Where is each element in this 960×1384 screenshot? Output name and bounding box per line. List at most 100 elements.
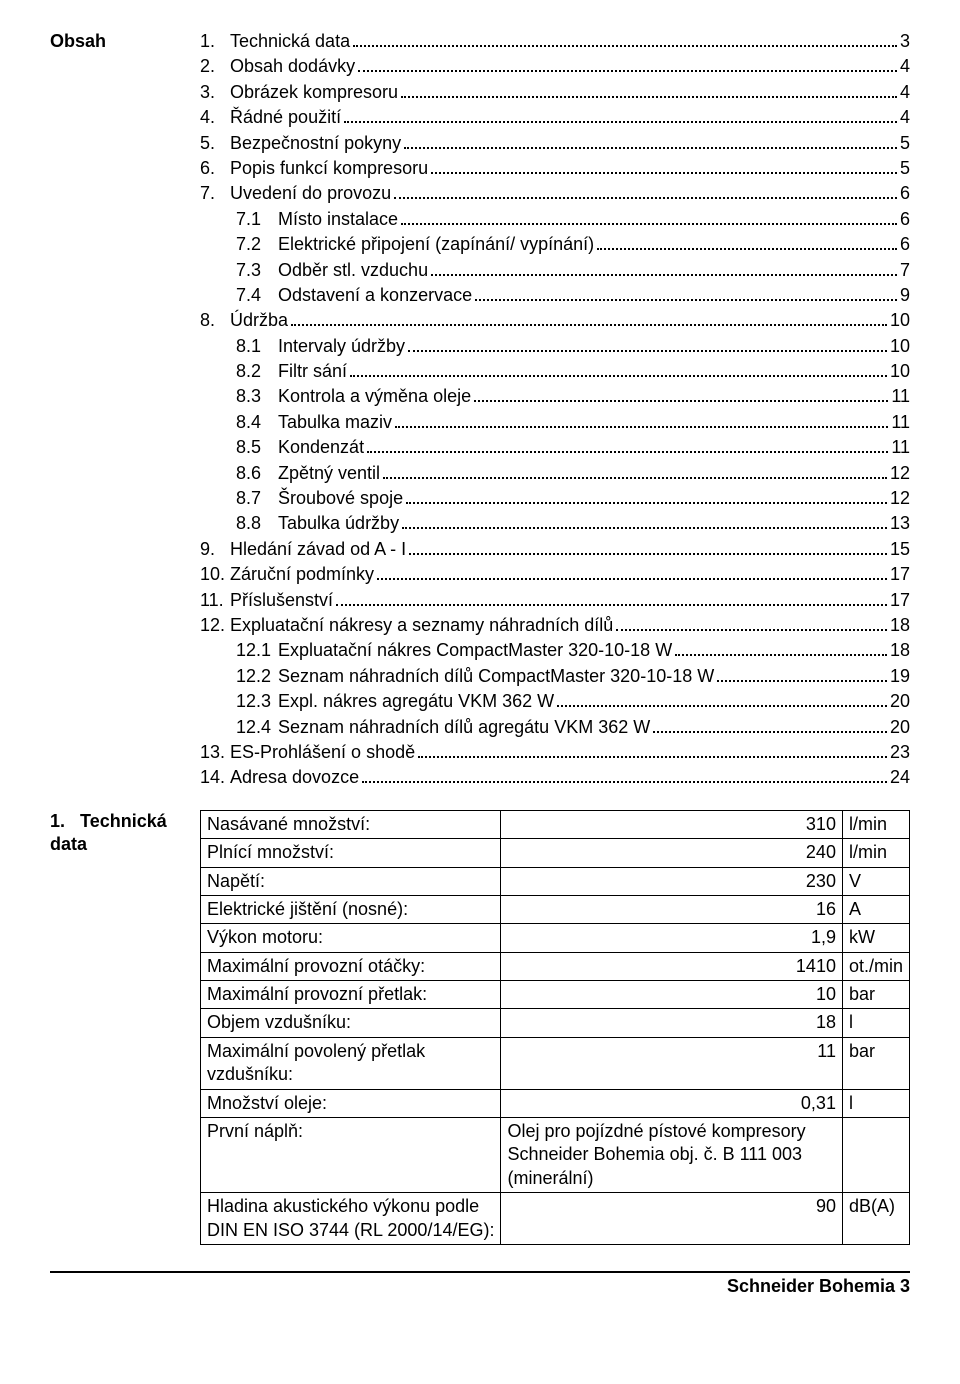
- toc-leader-dots: [406, 502, 887, 504]
- toc-entry: 14.Adresa dovozce 24: [200, 766, 910, 789]
- spec-value: 230: [501, 867, 843, 895]
- spec-value: 0,31: [501, 1089, 843, 1117]
- toc-leader-dots: [474, 400, 888, 402]
- toc-entry-title: Technická data: [230, 31, 350, 51]
- toc-entry-title: Zpětný ventil: [278, 463, 380, 483]
- toc-entry-title: Údržba: [230, 310, 288, 330]
- toc-entry-label: 3.Obrázek kompresoru: [200, 81, 398, 104]
- spec-value: 16: [501, 895, 843, 923]
- toc-entry-number: 7.3: [236, 259, 278, 282]
- toc-entry: 7.1Místo instalace 6: [200, 208, 910, 231]
- toc-entry-page: 7: [900, 259, 910, 282]
- toc-entry-page: 5: [900, 157, 910, 180]
- toc-entry-number: 3.: [200, 81, 230, 104]
- toc-entry-title: Hledání závad od A - I: [230, 539, 406, 559]
- spec-unit: [842, 1118, 909, 1193]
- table-row: Množství oleje:0,31l: [201, 1089, 910, 1117]
- toc-entry-number: 13.: [200, 741, 230, 764]
- toc-entry-number: 8.4: [236, 411, 278, 434]
- toc-entry-title: Tabulka maziv: [278, 412, 392, 432]
- toc-entry: 12.3Expl. nákres agregátu VKM 362 W 20: [200, 690, 910, 713]
- section1-num: 1.: [50, 811, 65, 831]
- toc-entry-number: 11.: [200, 589, 230, 612]
- spec-label: Elektrické jištění (nosné):: [201, 895, 501, 923]
- section1-heading: 1. Technická data: [50, 810, 200, 1245]
- toc-entry-page: 5: [900, 132, 910, 155]
- table-row: Napětí:230V: [201, 867, 910, 895]
- toc-entry-label: 8.8Tabulka údržby: [236, 512, 399, 535]
- toc-entry-number: 6.: [200, 157, 230, 180]
- toc-entry: 7.Uvedení do provozu 6: [200, 182, 910, 205]
- toc-leader-dots: [717, 680, 887, 682]
- toc-leader-dots: [675, 654, 887, 656]
- spec-unit: l/min: [842, 810, 909, 838]
- toc-entry: 7.2Elektrické připojení (zapínání/ vypín…: [200, 233, 910, 256]
- spec-label: Maximální provozní přetlak:: [201, 981, 501, 1009]
- toc-entry-page: 6: [900, 208, 910, 231]
- toc-entry: 5.Bezpečnostní pokyny 5: [200, 132, 910, 155]
- spec-label: Výkon motoru:: [201, 924, 501, 952]
- toc-entry: 12.4Seznam náhradních dílů agregátu VKM …: [200, 716, 910, 739]
- spec-unit: A: [842, 895, 909, 923]
- toc-entry-page: 9: [900, 284, 910, 307]
- toc-entry-page: 4: [900, 106, 910, 129]
- toc-entry: 7.3Odběr stl. vzduchu 7: [200, 259, 910, 282]
- table-row: První náplň:Olej pro pojízdné pístové ko…: [201, 1118, 910, 1193]
- toc-entry-number: 12.1: [236, 639, 278, 662]
- toc-entry-number: 7.2: [236, 233, 278, 256]
- toc-entry-label: 4.Řádné použití: [200, 106, 341, 129]
- toc-entry-page: 12: [890, 487, 910, 510]
- toc-entry-title: Expl. nákres agregátu VKM 362 W: [278, 691, 554, 711]
- toc-leader-dots: [350, 375, 887, 377]
- toc-entry-title: Expluatační nákresy a seznamy náhradních…: [230, 615, 613, 635]
- toc-leader-dots: [557, 705, 887, 707]
- toc-leader-dots: [358, 70, 897, 72]
- spec-unit: l: [842, 1089, 909, 1117]
- table-row: Nasávané množství:310l/min: [201, 810, 910, 838]
- toc-entry-number: 2.: [200, 55, 230, 78]
- toc-entry-page: 10: [890, 309, 910, 332]
- toc-entry-page: 12: [890, 462, 910, 485]
- toc-entry-label: 10.Záruční podmínky: [200, 563, 374, 586]
- spec-value: 11: [501, 1037, 843, 1089]
- toc-entry-label: 13.ES-Prohlášení o shodě: [200, 741, 415, 764]
- toc-entry-number: 7.1: [236, 208, 278, 231]
- toc-entry-title: Seznam náhradních dílů CompactMaster 320…: [278, 666, 714, 686]
- toc-entry-page: 10: [890, 335, 910, 358]
- toc-entry-title: Popis funkcí kompresoru: [230, 158, 428, 178]
- toc-entry-title: Filtr sání: [278, 361, 347, 381]
- spec-unit: dB(A): [842, 1193, 909, 1245]
- toc-leader-dots: [377, 578, 887, 580]
- spec-unit: ot./min: [842, 952, 909, 980]
- toc-entry-page: 18: [890, 614, 910, 637]
- toc-entry: 9.Hledání závad od A - I 15: [200, 538, 910, 561]
- page-footer: Schneider Bohemia 3: [50, 1271, 910, 1298]
- toc-entry-page: 11: [891, 411, 910, 434]
- spec-value: 1,9: [501, 924, 843, 952]
- toc-entry-page: 3: [900, 30, 910, 53]
- spec-value: 310: [501, 810, 843, 838]
- toc-leader-dots: [362, 781, 887, 783]
- toc-entry-title: Místo instalace: [278, 209, 398, 229]
- toc-entry-number: 8.3: [236, 385, 278, 408]
- toc-entry: 8.4Tabulka maziv 11: [200, 411, 910, 434]
- toc-entry-label: 8.3Kontrola a výměna oleje: [236, 385, 471, 408]
- table-row: Maximální provozní otáčky:1410ot./min: [201, 952, 910, 980]
- toc-entry-page: 17: [890, 563, 910, 586]
- toc-entry-page: 11: [891, 436, 910, 459]
- toc-leader-dots: [404, 147, 897, 149]
- toc-entry-page: 18: [890, 639, 910, 662]
- toc-entry-title: Šroubové spoje: [278, 488, 403, 508]
- toc-entry-number: 8.5: [236, 436, 278, 459]
- toc-entry-number: 8.6: [236, 462, 278, 485]
- toc-entry-title: Příslušenství: [230, 590, 333, 610]
- spec-value: 1410: [501, 952, 843, 980]
- toc-entry-label: 8.5Kondenzát: [236, 436, 364, 459]
- toc-entry: 10.Záruční podmínky 17: [200, 563, 910, 586]
- toc-entry: 8.1Intervaly údržby 10: [200, 335, 910, 358]
- toc-entry: 13.ES-Prohlášení o shodě 23: [200, 741, 910, 764]
- toc-entry-label: 7.3Odběr stl. vzduchu: [236, 259, 428, 282]
- table-row: Maximální povolený přetlak vzdušníku:11b…: [201, 1037, 910, 1089]
- toc-entry-label: 5.Bezpečnostní pokyny: [200, 132, 401, 155]
- toc-leader-dots: [401, 223, 897, 225]
